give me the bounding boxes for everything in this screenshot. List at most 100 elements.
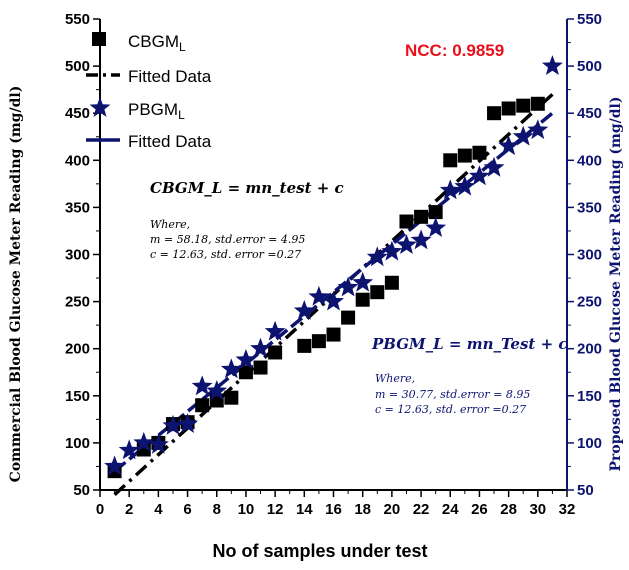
- cbgm-point: [341, 310, 356, 325]
- y-left-tick-label: 300: [65, 247, 90, 264]
- x-tick-label: 18: [354, 501, 371, 518]
- y-left-tick-label: 150: [65, 388, 90, 405]
- legend-star-icon: [89, 97, 111, 117]
- pbgm-point: [541, 55, 563, 75]
- pbgm-point: [454, 175, 476, 196]
- cbgm-point: [501, 101, 516, 116]
- cbgm-point: [530, 96, 545, 111]
- pbgm-point: [133, 431, 155, 452]
- pbgm-point: [308, 285, 330, 306]
- y-left-tick-label: 400: [65, 152, 90, 169]
- cbgm-m: m = 58.18, std.error = 4.95: [150, 233, 305, 246]
- y-right-tick-label: 400: [577, 152, 602, 169]
- x-tick-label: 20: [384, 501, 401, 518]
- y-left-tick-label: 450: [65, 105, 90, 122]
- x-tick-label: 14: [296, 501, 313, 518]
- pbgm-point: [206, 380, 228, 400]
- y-left-tick-label: 50: [73, 482, 90, 499]
- cbgm-point: [355, 292, 370, 307]
- y-left-tick-label: 500: [65, 58, 90, 75]
- cbgm-equation: CBGM_L = mn_test + c: [150, 179, 344, 197]
- y-right-tick-label: 300: [577, 247, 602, 264]
- pbgm-point: [483, 156, 505, 177]
- pbgm-point: [264, 320, 286, 341]
- pbgm-point: [293, 300, 315, 320]
- pbgm-point: [410, 229, 432, 250]
- pbgm-m: m = 30.77, std.error = 8.95: [375, 388, 530, 401]
- cbgm-point: [384, 275, 399, 290]
- legend-subscript: L: [178, 108, 185, 122]
- cbgm-point: [487, 106, 502, 121]
- pbgm-point: [177, 413, 198, 433]
- pbgm-point: [250, 337, 271, 358]
- cbgm-point: [253, 360, 268, 375]
- y-left-tick-label: 550: [65, 11, 90, 28]
- x-tick-label: 28: [500, 501, 517, 518]
- legend-label: CBGML: [128, 32, 186, 54]
- y-right-tick-label: 450: [577, 105, 602, 122]
- pbgm-point: [220, 358, 242, 379]
- pbgm-point: [118, 439, 140, 460]
- cbgm-point: [414, 209, 429, 224]
- x-axis-label: No of samples under test: [212, 541, 427, 561]
- y-right-tick-label: 200: [577, 341, 602, 358]
- cbgm-point: [238, 365, 253, 380]
- pbgm-point: [527, 119, 549, 140]
- cbgm-point: [472, 145, 487, 160]
- x-tick-label: 2: [125, 501, 133, 518]
- pbgm-point: [352, 271, 374, 292]
- cbgm-point: [516, 98, 531, 113]
- cbgm-point: [311, 334, 326, 349]
- x-tick-label: 10: [238, 501, 255, 518]
- pbgm-point: [396, 234, 417, 254]
- pbgm-point: [498, 135, 520, 156]
- y-left-tick-label: 250: [65, 294, 90, 311]
- y-left-tick-label: 100: [65, 435, 90, 452]
- x-tick-label: 12: [267, 501, 284, 518]
- cbgm-point: [428, 205, 443, 220]
- x-tick-label: 8: [213, 501, 221, 518]
- y-right-tick-label: 350: [577, 199, 602, 216]
- y-right-tick-label: 150: [577, 388, 602, 405]
- pbgm-point: [337, 276, 359, 297]
- pbgm-point: [425, 217, 447, 237]
- pbgm-point: [469, 165, 490, 186]
- cbgm-point: [268, 345, 283, 360]
- cbgm-where: Where,: [150, 218, 190, 231]
- pbgm-point: [235, 349, 257, 369]
- cbgm-point: [297, 338, 312, 353]
- pbgm-equation: PBGM_L = mn_Test + c: [371, 335, 568, 353]
- x-tick-label: 6: [183, 501, 191, 518]
- cbgm-point: [399, 214, 414, 229]
- pbgm-point: [366, 246, 388, 267]
- y-axis-left-label: Commercial Blood Glucose Meter Reading (…: [8, 86, 24, 483]
- pbgm-c: c = 12.63, std. error =0.27: [375, 403, 526, 416]
- y-right-tick-label: 250: [577, 294, 602, 311]
- y-left-tick-label: 200: [65, 341, 90, 358]
- legend-square-icon: [92, 32, 106, 46]
- cbgm-c: c = 12.63, std. error =0.27: [150, 248, 301, 261]
- pbgm-point: [147, 433, 169, 454]
- x-tick-label: 4: [154, 501, 163, 518]
- pbgm-point: [104, 455, 126, 476]
- legend-subscript: L: [179, 40, 186, 54]
- pbgm-point: [512, 125, 534, 146]
- y-axis-right-label: Proposed Blood Glucose Meter Reading (mg…: [608, 97, 624, 472]
- x-tick-label: 22: [413, 501, 430, 518]
- x-tick-label: 0: [96, 501, 104, 518]
- x-tick-label: 26: [471, 501, 488, 518]
- ncc-label: NCC: 0.9859: [405, 41, 504, 60]
- legend-label: PBGML: [128, 100, 185, 122]
- pbgm-point: [323, 290, 344, 311]
- y-right-tick-label: 100: [577, 435, 602, 452]
- legend-label: Fitted Data: [128, 67, 212, 86]
- cbgm-point: [370, 285, 385, 300]
- x-tick-label: 30: [529, 501, 546, 518]
- cbgm-point: [195, 398, 210, 413]
- cbgm-point: [443, 153, 458, 168]
- y-right-tick-label: 50: [577, 482, 594, 499]
- legend-label: Fitted Data: [128, 132, 212, 151]
- y-right-tick-label: 500: [577, 58, 602, 75]
